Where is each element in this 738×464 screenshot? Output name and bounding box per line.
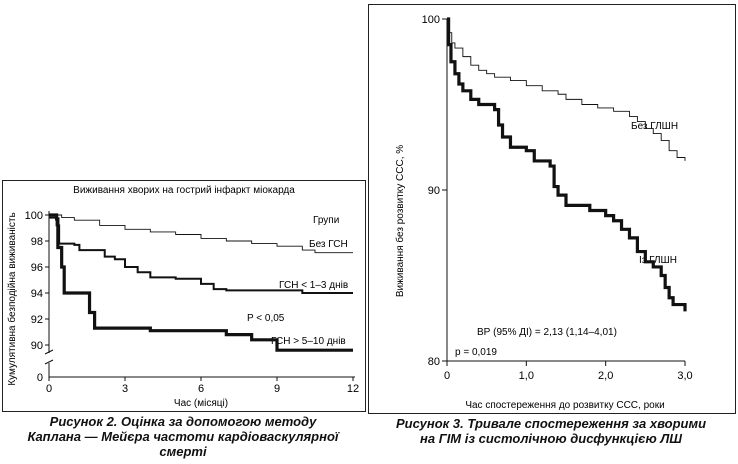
series-left [49, 213, 353, 352]
p-value-annotation: p = 0,019 [455, 347, 497, 358]
x-tick-label: 2,0 [598, 370, 613, 382]
x-tick-label: 6 [198, 383, 204, 395]
chart-svg-left: Виживання хворих на гострий інфаркт міок… [6, 184, 359, 409]
series-line-1 [49, 216, 353, 294]
caption-line: на ГІМ із систолічною дисфункцією ЛШ [420, 431, 682, 446]
x-axis-label: Час спостереження до розвитку ССС, роки [465, 400, 664, 411]
hazard-ratio-annotation: ВР (95% ДІ) = 2,13 (1,14–4,01) [477, 327, 617, 338]
series-label-no-lvd: Без ГЛШН [631, 121, 678, 132]
figure-2-caption: Рисунок 2. Оцінка за допомогою методу Ка… [2, 414, 364, 459]
y-axis-label: Кумулятивна безподійна виживаність [6, 212, 18, 385]
chart-title: Виживання хворих на гострий інфаркт міок… [73, 184, 295, 196]
x-tick-label: 3,0 [677, 370, 692, 382]
caption-line: Каплана — Мейєра частоти кардіоваскулярн… [27, 429, 339, 444]
axes-right: 80 90 100 0 1,0 2,0 3,0 [422, 14, 693, 382]
series-label-hf-long: ГСН > 5–10 днів [271, 336, 346, 347]
x-tick-label: 1,0 [519, 370, 534, 382]
y-tick-label: 94 [31, 288, 43, 300]
y-tick-label: 92 [31, 314, 43, 326]
series-label-lvd: Із ГЛШН [639, 255, 677, 266]
series-line-0 [49, 214, 353, 254]
figure-3-caption: Рисунок 3. Тривале спостереження за хвор… [368, 416, 734, 446]
y-tick-label: 96 [31, 262, 43, 274]
x-tick-label: 0 [444, 370, 450, 382]
y-axis-label: Виживання без розвитку ССС, % [394, 145, 406, 297]
x-tick-label: 12 [347, 383, 359, 395]
y-tick-label: 80 [428, 356, 440, 368]
y-tick-label: 100 [25, 210, 43, 222]
chart-panel-long-term-followup: Виживання без розвитку ССС, % Час спосте… [368, 4, 736, 414]
series-line-2 [49, 213, 353, 352]
y-tick-label: 100 [422, 14, 440, 26]
series-right [446, 17, 687, 312]
series-line-1 [446, 17, 687, 312]
axes-left: 90 92 94 96 98 100 00 3 6 9 12 [25, 210, 359, 395]
caption-line: Рисунок 3. Тривале спостереження за хвор… [395, 416, 707, 431]
series-label-hf-short: ГСН < 1–3 днів [279, 280, 348, 291]
chart-panel-survival-ami: Виживання хворих на гострий інфаркт міок… [2, 180, 366, 412]
y-tick-label: 0 [37, 372, 43, 384]
legend-title: Групи [313, 215, 339, 226]
x-tick-label: 3 [122, 383, 128, 395]
caption-line: смерті [159, 444, 207, 459]
caption-line: Рисунок 2. Оцінка за допомогою методу [49, 414, 317, 429]
axis-break-marker [44, 349, 54, 365]
y-tick-label: 98 [31, 236, 43, 248]
y-tick-label: 90 [428, 185, 440, 197]
x-tick-label: 9 [274, 383, 280, 395]
chart-svg-right: Виживання без розвитку ССС, % Час спосте… [394, 14, 693, 411]
x-axis-label: Час (місяці) [174, 398, 228, 409]
x-tick-label: 0 [46, 383, 52, 395]
series-label-no-hf: Без ГСН [309, 239, 348, 250]
series-line-0 [447, 18, 686, 161]
p-value-annotation: P < 0,05 [247, 313, 285, 324]
y-tick-label: 90 [31, 340, 43, 352]
